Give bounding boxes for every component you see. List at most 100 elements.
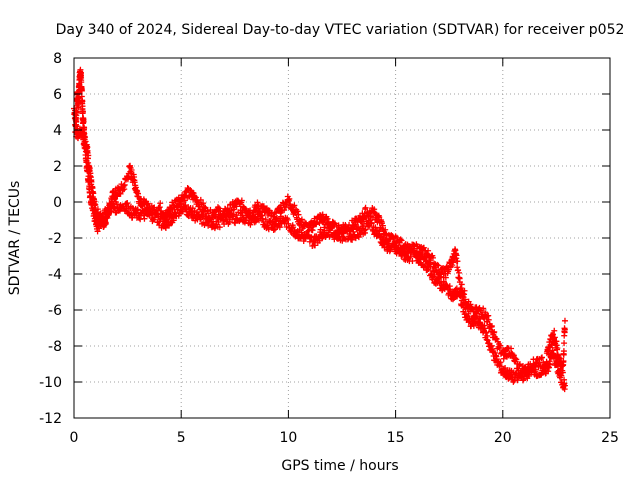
y-axis-label: SDTVAR / TECUs bbox=[7, 181, 23, 296]
data-point bbox=[491, 349, 498, 356]
data-point bbox=[82, 148, 89, 155]
data-point bbox=[247, 221, 254, 228]
data-point bbox=[290, 224, 297, 231]
data-point bbox=[427, 263, 434, 270]
data-point bbox=[398, 237, 405, 244]
data-point bbox=[554, 363, 561, 370]
chart-title: Day 340 of 2024, Sidereal Day-to-day VTE… bbox=[56, 22, 625, 38]
data-point bbox=[526, 372, 533, 379]
data-point bbox=[286, 195, 293, 202]
data-point bbox=[291, 202, 298, 209]
data-point bbox=[561, 326, 568, 333]
data-point bbox=[462, 305, 469, 312]
data-point bbox=[493, 335, 500, 342]
data-point bbox=[514, 377, 521, 384]
data-point bbox=[271, 226, 278, 233]
data-point bbox=[485, 316, 492, 323]
x-tick-label: 25 bbox=[601, 430, 619, 446]
data-point bbox=[554, 345, 561, 352]
data-point bbox=[481, 325, 488, 332]
data-point bbox=[84, 167, 91, 174]
data-point bbox=[397, 236, 404, 243]
data-point bbox=[308, 234, 315, 241]
data-point bbox=[355, 234, 362, 241]
data-point bbox=[442, 274, 449, 281]
data-point bbox=[491, 328, 498, 335]
data-point bbox=[79, 108, 86, 115]
data-point bbox=[96, 225, 103, 232]
data-point bbox=[477, 316, 484, 323]
data-point bbox=[148, 210, 155, 217]
data-point bbox=[316, 237, 323, 244]
data-point bbox=[552, 354, 559, 361]
data-point bbox=[561, 340, 568, 347]
data-point bbox=[175, 203, 182, 210]
data-point bbox=[134, 206, 141, 213]
data-point bbox=[520, 376, 527, 383]
data-point bbox=[497, 342, 504, 349]
data-point bbox=[295, 211, 302, 218]
data-point bbox=[260, 203, 267, 210]
data-point bbox=[157, 200, 164, 207]
data-point bbox=[352, 221, 359, 228]
data-point bbox=[483, 329, 490, 336]
data-point bbox=[457, 293, 464, 300]
data-point bbox=[89, 201, 96, 208]
data-point bbox=[440, 278, 447, 285]
y-tick-label: -6 bbox=[48, 303, 62, 319]
y-tick-label: -8 bbox=[48, 339, 62, 355]
data-point bbox=[420, 244, 427, 251]
data-point bbox=[83, 158, 90, 165]
data-point bbox=[461, 287, 468, 294]
data-point bbox=[331, 220, 338, 227]
data-point bbox=[316, 220, 323, 227]
data-point bbox=[108, 208, 115, 215]
y-tick-label: 2 bbox=[53, 159, 62, 175]
data-point bbox=[327, 223, 334, 230]
data-point bbox=[516, 361, 523, 368]
data-point bbox=[80, 118, 87, 125]
data-point bbox=[453, 252, 460, 259]
data-point bbox=[214, 204, 221, 211]
data-point bbox=[262, 216, 269, 223]
y-tick-label: -12 bbox=[39, 411, 62, 427]
data-point bbox=[233, 203, 240, 210]
data-point bbox=[121, 181, 128, 188]
y-tick-label: 6 bbox=[53, 87, 62, 103]
data-point bbox=[270, 227, 277, 234]
y-tick-label: 4 bbox=[53, 123, 62, 139]
data-point bbox=[561, 317, 568, 324]
y-tick-label: -2 bbox=[48, 231, 62, 247]
data-point bbox=[328, 225, 335, 232]
data-point bbox=[75, 104, 82, 111]
data-point bbox=[488, 322, 495, 329]
data-point bbox=[86, 178, 93, 185]
data-point bbox=[434, 261, 441, 268]
data-point bbox=[274, 214, 281, 221]
x-tick-label: 20 bbox=[494, 430, 512, 446]
series-sdtvar bbox=[71, 66, 568, 380]
x-tick-label: 0 bbox=[70, 430, 79, 446]
y-tick-label: -4 bbox=[48, 267, 62, 283]
data-point bbox=[560, 357, 567, 364]
data-point bbox=[200, 200, 207, 207]
data-point bbox=[317, 226, 324, 233]
data-point bbox=[458, 281, 465, 288]
x-tick-label: 5 bbox=[177, 430, 186, 446]
data-point bbox=[75, 94, 82, 101]
data-point bbox=[114, 193, 121, 200]
series-sdtvar-spread bbox=[72, 121, 568, 393]
y-tick-label: 8 bbox=[53, 51, 62, 67]
y-tick-label: -10 bbox=[39, 375, 62, 391]
data-point bbox=[144, 200, 151, 207]
data-point bbox=[362, 204, 369, 211]
data-point bbox=[435, 262, 442, 269]
data-point bbox=[480, 305, 487, 312]
data-point bbox=[430, 268, 437, 275]
data-point bbox=[80, 132, 87, 139]
data-point bbox=[429, 254, 436, 261]
data-point bbox=[276, 224, 283, 231]
x-tick-label: 15 bbox=[387, 430, 405, 446]
